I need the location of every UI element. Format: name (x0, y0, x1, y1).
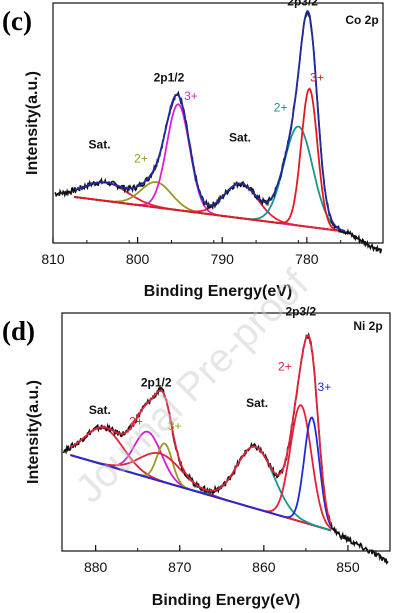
peak-co_2p32_2plus (74, 125, 346, 232)
x-tick-label: 780 (295, 251, 319, 267)
y-axis-title: Intensity(a.u.) (24, 71, 41, 175)
fit-envelope (74, 10, 346, 232)
x-tick-label: 790 (211, 251, 235, 267)
x-tick-label: 860 (252, 559, 276, 575)
x-tick-label: 880 (84, 559, 108, 575)
plot-frame (52, 2, 384, 244)
peak-annotation: 3+ (168, 419, 182, 433)
panel-letter: (d) (2, 316, 35, 346)
peak-annotation: 2p3/2 (286, 305, 317, 319)
peak-annotation: 2+ (278, 360, 292, 374)
peak-annotation: 2p1/2 (154, 71, 185, 85)
ni-2p-panel: 880 870 860 850 Binding Energy(eV) Intensity(… (2, 305, 391, 609)
element-label: Co 2p (345, 13, 378, 27)
peak-annotation: 3+ (310, 71, 324, 85)
panel-letter: (c) (2, 6, 32, 36)
peak-annotation: Sat. (89, 403, 111, 417)
peak-annotation: 2+ (274, 101, 288, 115)
x-tick-label: 810 (41, 251, 65, 267)
peak-annotation: 3+ (184, 89, 198, 103)
y-axis-title: Intensity(a.u.) (25, 380, 42, 484)
x-tick-label: 850 (336, 559, 360, 575)
peak-annotation: 2p1/2 (141, 375, 172, 389)
x-axis-title: Binding Energy(eV) (152, 592, 300, 609)
peak-co_2p12_3plus (74, 103, 346, 233)
peak-annotation: 3+ (318, 380, 332, 394)
x-tick-label: 870 (168, 559, 192, 575)
peak-annotation: Sat. (229, 131, 251, 145)
element-label: Ni 2p (353, 319, 382, 333)
peak-annotation: 2+ (134, 151, 148, 165)
peak-co_2p32_3plus (74, 87, 346, 233)
plot-frame (61, 312, 391, 552)
peak-annotation: 2+ (129, 414, 143, 428)
peak-annotation: Sat. (246, 396, 268, 410)
peak-annotation: Sat. (89, 138, 111, 152)
x-tick-label: 800 (126, 251, 150, 267)
experimental-trace (54, 9, 383, 254)
peak-annotation: 2p3/2 (287, 0, 318, 9)
peak-ni_2p32_3plus (70, 416, 332, 527)
fit-envelope (70, 334, 332, 525)
x-axis-title: Binding Energy(eV) (144, 283, 292, 300)
